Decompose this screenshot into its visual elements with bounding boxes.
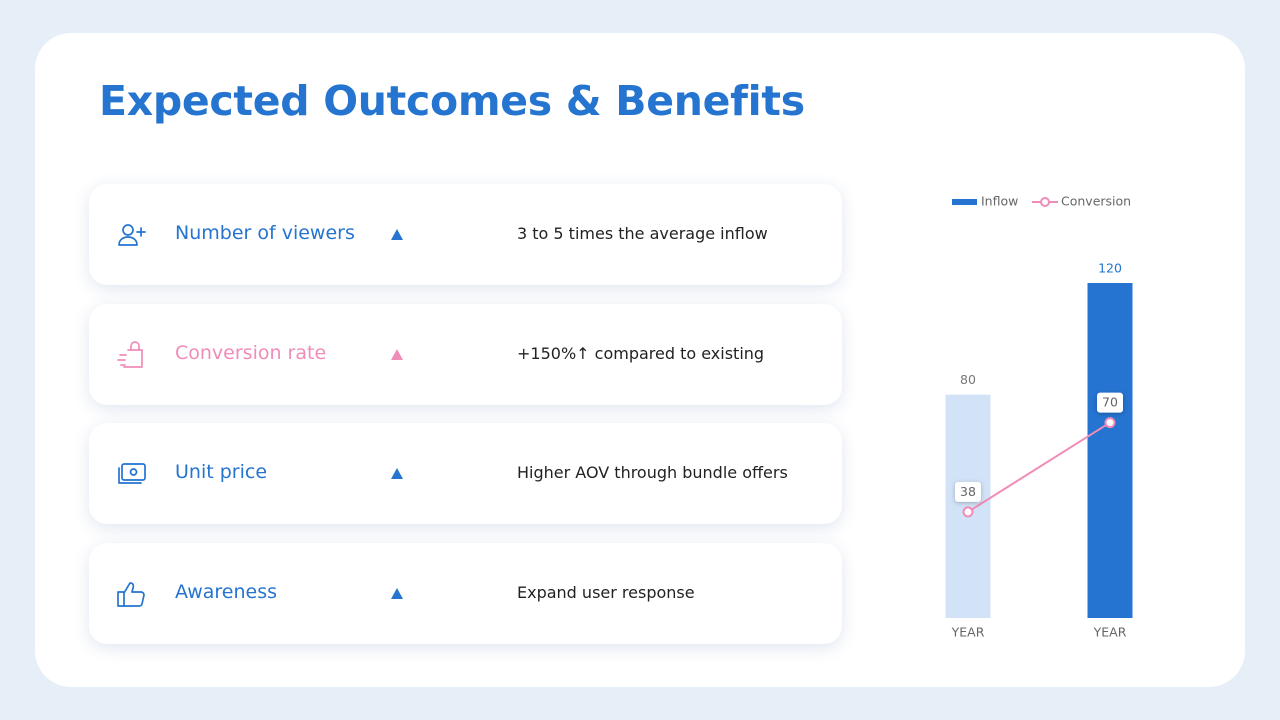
benefit-text: Expand user response [517,583,695,602]
up-arrow [391,468,403,479]
benefit-label: Number of viewers [175,222,355,244]
label-box [1097,392,1123,413]
bar [1087,283,1133,618]
value-label: 70 [1102,395,1118,410]
legend-label: Conversion [1061,194,1131,209]
icon [118,224,146,246]
icon [118,463,146,484]
value-label: 120 [1098,261,1122,276]
benefit-text: +150%↑ compared to existing [517,344,765,363]
card: Expected Outcomes & Benefits Number of v… [35,33,1245,687]
up-arrow [391,588,403,599]
point [962,506,974,518]
line [967,421,1111,513]
up-arrow [391,229,403,240]
benefit-text: 3 to 5 times the average inflow [517,224,768,243]
benefit-row: Awareness Expand user response [89,543,842,644]
x-tick-label: YEAR [1093,625,1127,640]
legend-swatch [1040,197,1050,207]
title: Expected Outcomes & Benefits [99,77,805,125]
icon [117,582,145,607]
legend-label: Inflow [981,194,1018,209]
legend-swatch [952,199,977,205]
value-label: 80 [960,372,976,387]
label-box [955,481,981,502]
chart: Inflow Conversion YEAR YEAR 80 120 38 70 [945,194,1133,640]
bar [945,394,991,618]
up-arrow [391,349,403,360]
value-label: 38 [960,484,976,499]
x-tick-label: YEAR [951,625,985,640]
icon [117,341,143,368]
benefit-label: Awareness [175,581,278,603]
benefit-row: Conversion rate +150%↑ compared to exist… [89,304,842,405]
benefit-label: Unit price [175,461,268,483]
benefit-label: Conversion rate [175,342,327,364]
benefit-text: Higher AOV through bundle offers [517,463,788,482]
point [1104,417,1116,429]
benefit-row: Unit price Higher AOV through bundle off… [89,423,842,524]
benefit-row: Number of viewers 3 to 5 times the avera… [89,184,842,285]
